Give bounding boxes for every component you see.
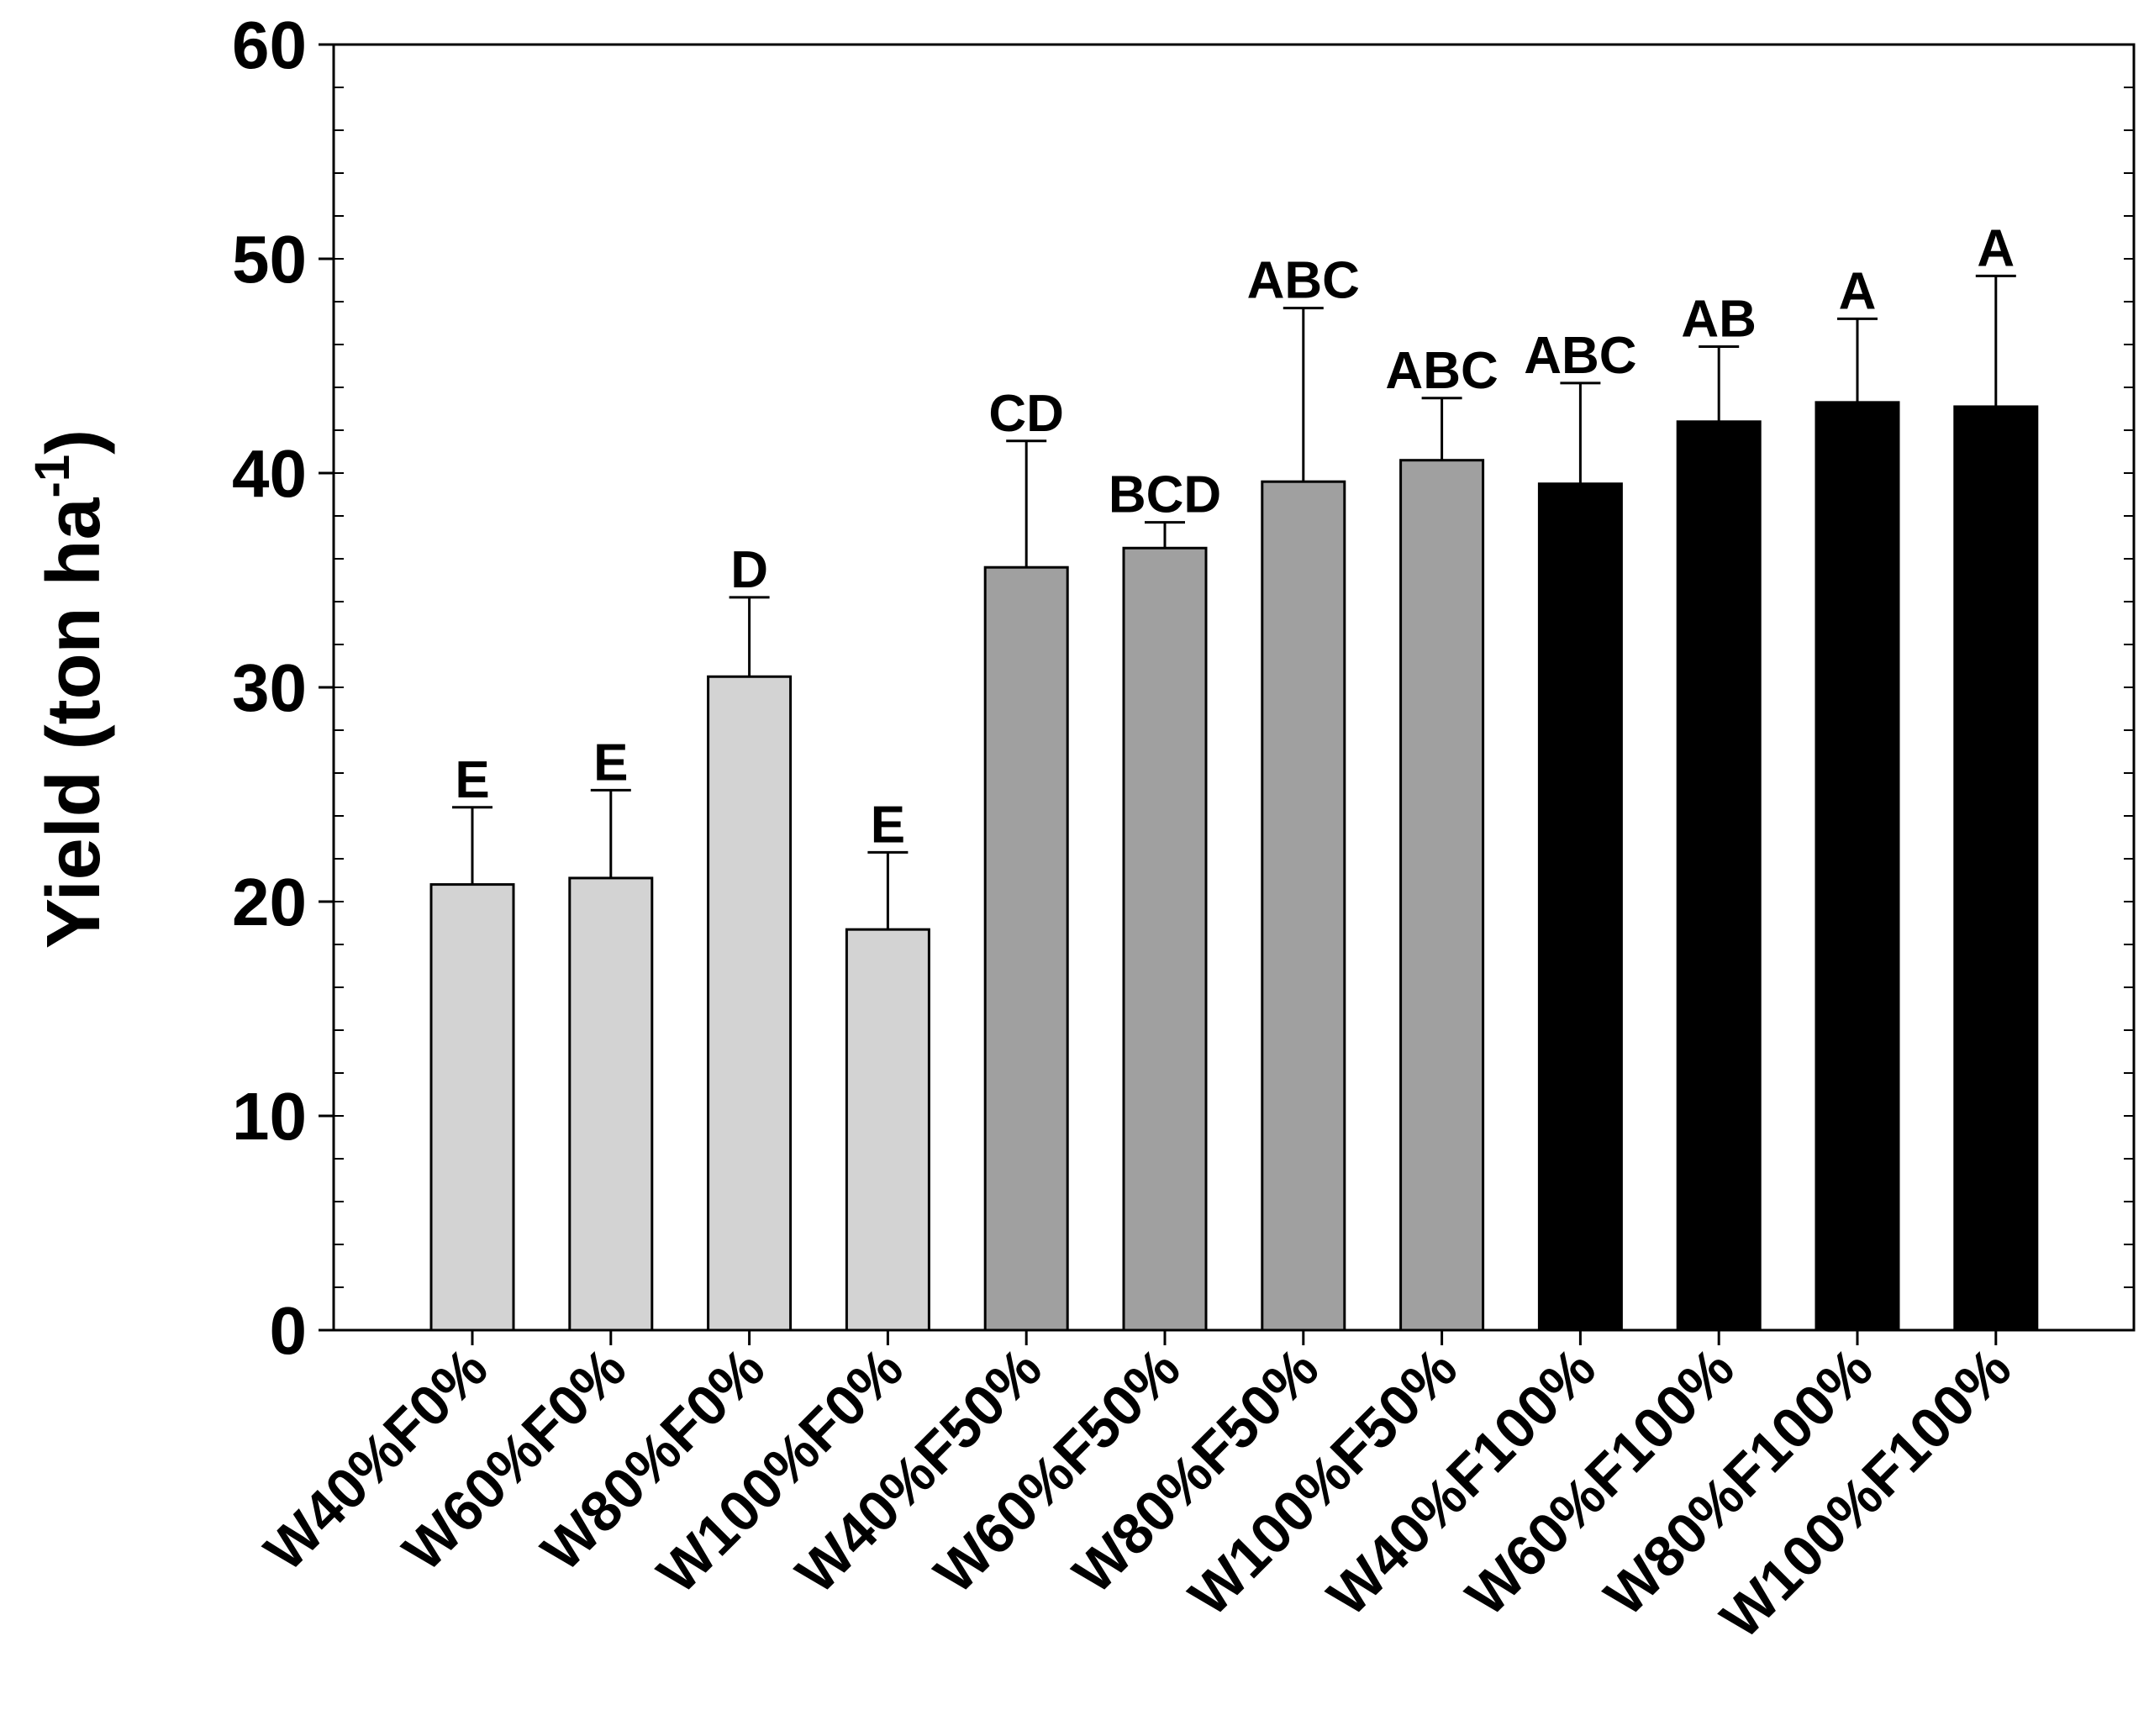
bars: E E D E CD BCD ABC ABC ABC AB A A (429, 219, 2039, 1332)
y-tick-label: 0 (270, 1293, 308, 1368)
bar (707, 675, 793, 1332)
significance-letter: E (593, 734, 628, 792)
y-tick-label: 40 (232, 436, 307, 511)
y-axis-label-suffix: ) (32, 429, 116, 455)
significance-letter: AB (1681, 291, 1757, 349)
y-tick-label: 60 (232, 8, 307, 82)
significance-letter: ABC (1385, 342, 1498, 400)
bar (845, 928, 930, 1332)
y-axis-label-main: Yield (ton ha (32, 497, 116, 950)
y-tick-label: 30 (232, 650, 307, 725)
y-axis: 0 10 20 30 40 50 60 (232, 8, 334, 1368)
y-tick-label: 50 (232, 222, 307, 297)
bar (1399, 459, 1485, 1332)
bar (1815, 401, 1900, 1332)
significance-letter: E (871, 796, 905, 854)
bar (1537, 482, 1623, 1332)
x-axis: W40%F0%W60%F0%W80%F0%W100%F0%W40%F50%W60… (252, 1330, 2023, 1650)
significance-letter: ABC (1247, 252, 1360, 310)
significance-letter: E (455, 751, 489, 809)
significance-letter: CD (988, 385, 1064, 443)
significance-letter: D (730, 541, 768, 599)
bar (1122, 546, 1208, 1332)
bar (1953, 405, 2039, 1332)
bar (983, 566, 1069, 1332)
bar (429, 883, 515, 1332)
y-axis-label: Yield (ton ha-1) (25, 429, 116, 949)
y-axis-label-superscript: -1 (25, 455, 80, 498)
significance-letter: A (1839, 262, 1877, 320)
bar (568, 876, 654, 1332)
minor-ticks (334, 44, 2134, 1331)
significance-letter: BCD (1109, 466, 1221, 524)
bar (1676, 420, 1762, 1332)
y-tick-label: 10 (232, 1079, 307, 1154)
y-tick-label: 20 (232, 865, 307, 939)
significance-letter: A (1977, 219, 2015, 277)
significance-letter: ABC (1524, 327, 1636, 385)
bar (1261, 480, 1346, 1332)
